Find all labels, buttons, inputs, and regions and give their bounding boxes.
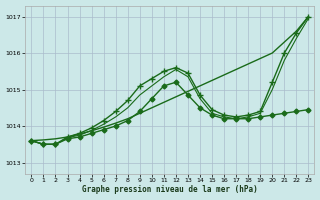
- X-axis label: Graphe pression niveau de la mer (hPa): Graphe pression niveau de la mer (hPa): [82, 185, 258, 194]
